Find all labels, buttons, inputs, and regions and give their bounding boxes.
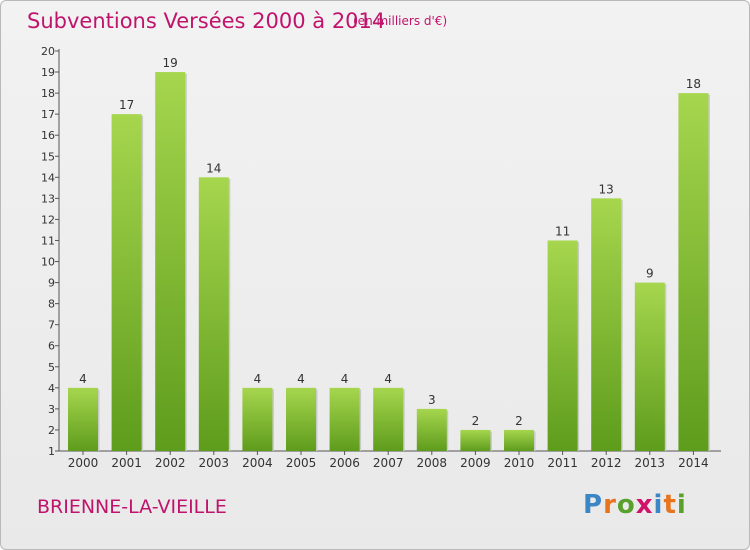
bar-value-label: 2: [515, 414, 523, 428]
logo-letter: t: [663, 490, 677, 520]
bar: [547, 240, 578, 451]
bar-value-label: 4: [254, 372, 262, 386]
y-tick-label: 8: [48, 298, 55, 311]
x-tick-label: 2014: [678, 456, 709, 470]
y-tick-label: 11: [41, 234, 55, 247]
bar-value-label: 4: [79, 372, 87, 386]
logo-letter: x: [635, 490, 654, 520]
bar-value-label: 19: [163, 56, 178, 70]
bar-value-label: 4: [341, 372, 349, 386]
bar: [111, 114, 142, 451]
bar: [634, 282, 665, 451]
bar-value-label: 11: [555, 224, 570, 238]
y-tick-label: 5: [48, 361, 55, 374]
y-tick-label: 10: [41, 256, 55, 269]
logo-letter: i: [676, 490, 687, 520]
x-tick-label: 2010: [504, 456, 535, 470]
x-tick-label: 2012: [591, 456, 622, 470]
bar: [460, 429, 491, 451]
logo-letter: o: [616, 490, 636, 520]
y-tick-label: 13: [41, 192, 55, 205]
logo-letter: r: [603, 490, 617, 520]
bar: [416, 408, 447, 451]
bar-value-label: 4: [384, 372, 392, 386]
x-tick-label: 2006: [329, 456, 360, 470]
y-tick-label: 9: [48, 277, 55, 290]
proxiti-logo: Proxiti: [583, 490, 687, 520]
bar-value-label: 4: [297, 372, 305, 386]
x-tick-label: 2008: [417, 456, 448, 470]
y-tick-label: 15: [41, 150, 55, 163]
bar: [678, 93, 709, 452]
bar: [504, 429, 534, 451]
y-tick-label: 17: [41, 108, 55, 121]
bar-value-label: 17: [119, 98, 134, 112]
bar: [286, 387, 316, 451]
x-tick-label: 2001: [111, 456, 142, 470]
x-tick-label: 2004: [242, 456, 273, 470]
bar: [329, 387, 360, 451]
x-tick-label: 2011: [547, 456, 578, 470]
x-tick-label: 2013: [635, 456, 666, 470]
y-tick-label: 19: [41, 66, 55, 79]
bar: [155, 72, 186, 451]
x-tick-label: 2002: [155, 456, 186, 470]
bar-value-label: 18: [686, 77, 701, 91]
y-tick-label: 20: [41, 45, 55, 58]
bar-value-label: 9: [646, 267, 654, 281]
bar-value-label: 3: [428, 393, 436, 407]
y-tick-label: 12: [41, 213, 55, 226]
bar: [198, 177, 229, 451]
x-tick-label: 2007: [373, 456, 404, 470]
y-tick-label: 16: [41, 129, 55, 142]
logo-letter: i: [653, 490, 664, 520]
x-tick-label: 2005: [286, 456, 317, 470]
logo-letter: P: [583, 490, 604, 520]
bar: [373, 387, 404, 451]
x-tick-label: 2009: [460, 456, 491, 470]
bar-value-label: 2: [472, 414, 480, 428]
y-tick-label: 1: [48, 445, 55, 458]
x-tick-label: 2003: [199, 456, 230, 470]
bar-value-label: 13: [599, 182, 614, 196]
y-tick-label: 3: [48, 403, 55, 416]
y-tick-label: 6: [48, 340, 55, 353]
y-tick-label: 4: [48, 382, 55, 395]
bar: [68, 387, 98, 451]
chart-bars: 4 17 19 14 4 4 4 4 3 2 2 11 13 9 18: [68, 56, 710, 452]
x-tick-label: 2000: [68, 456, 99, 470]
y-tick-label: 18: [41, 87, 55, 100]
commune-name: BRIENNE-LA-VIEILLE: [37, 496, 227, 518]
bar: [242, 387, 273, 451]
bar: [591, 198, 622, 451]
y-tick-label: 7: [48, 319, 55, 332]
chart-subtitle: (en milliers d'€): [353, 14, 448, 28]
bar-value-label: 14: [206, 161, 221, 175]
y-tick-label: 2: [48, 424, 55, 437]
chart-title: Subventions Versées 2000 à 2014: [27, 9, 386, 33]
y-tick-label: 14: [41, 171, 55, 184]
